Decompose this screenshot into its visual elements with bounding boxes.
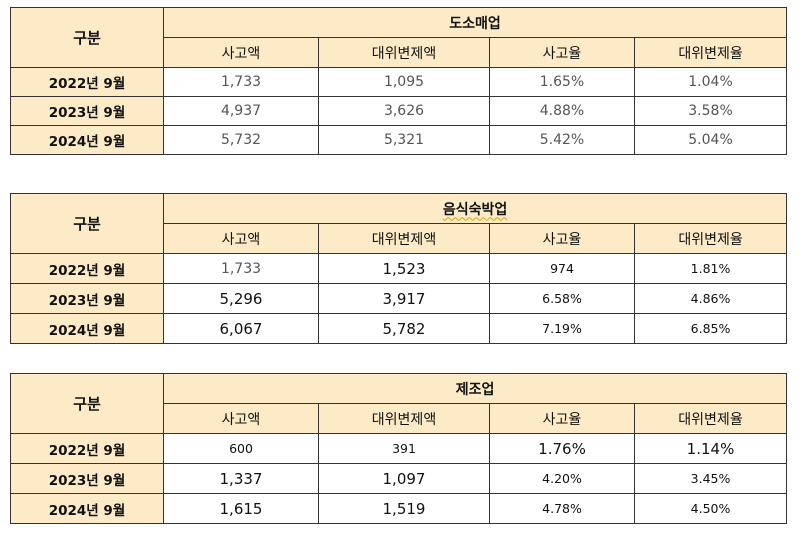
table-row: 2024년 9월 6,067 5,782 7.19% 6.85%	[10, 313, 788, 344]
cell-value: 5,321	[318, 125, 490, 155]
cell-value: 5,296	[163, 283, 319, 314]
col-header-accident-amount: 사고액	[163, 403, 319, 434]
col-header-subrogation-amount: 대위변제액	[318, 403, 490, 434]
row-year: 2024년 9월	[10, 125, 164, 155]
row-year: 2022년 9월	[10, 67, 164, 97]
col-header-subrogation-rate: 대위변제율	[633, 223, 788, 254]
cell-value: 1.76%	[489, 433, 635, 464]
cell-value: 1.04%	[633, 67, 788, 97]
cell-value: 4.50%	[633, 493, 788, 524]
table-row: 2023년 9월 5,296 3,917 6.58% 4.86%	[10, 283, 788, 314]
cell-value: 5.42%	[489, 125, 635, 155]
category-title: 도소매업	[162, 7, 788, 38]
row-year: 2024년 9월	[10, 313, 164, 344]
cell-value: 1.14%	[633, 433, 788, 464]
cell-value: 974	[489, 253, 635, 284]
col-header-accident-rate: 사고율	[489, 403, 635, 434]
row-header: 구분	[10, 193, 164, 254]
cell-value: 1,733	[163, 253, 319, 284]
cell-value: 4.20%	[489, 463, 635, 494]
col-header-accident-rate: 사고율	[489, 223, 635, 254]
cell-value: 3,917	[318, 283, 490, 314]
table-row: 2022년 9월 1,733 1,523 974 1.81%	[10, 253, 788, 284]
table-row: 2022년 9월 600 391 1.76% 1.14%	[10, 433, 788, 464]
table-row: 2024년 9월 1,615 1,519 4.78% 4.50%	[10, 493, 788, 524]
cell-value: 5,732	[163, 125, 319, 155]
cell-value: 1,523	[318, 253, 490, 284]
col-header-subrogation-rate: 대위변제율	[633, 37, 788, 68]
row-year: 2023년 9월	[10, 463, 164, 494]
col-header-subrogation-rate: 대위변제율	[633, 403, 788, 434]
col-header-accident-amount: 사고액	[163, 37, 319, 68]
table-row: 2022년 9월 1,733 1,095 1.65% 1.04%	[10, 67, 788, 97]
col-header-subrogation-amount: 대위변제액	[318, 37, 490, 68]
cell-value: 6,067	[163, 313, 319, 344]
row-year: 2022년 9월	[10, 253, 164, 284]
table-row: 2023년 9월 1,337 1,097 4.20% 3.45%	[10, 463, 788, 494]
category-title: 제조업	[162, 373, 788, 404]
cell-value: 5.04%	[633, 125, 788, 155]
cell-value: 5,782	[318, 313, 490, 344]
cell-value: 3.45%	[633, 463, 788, 494]
table-row: 2024년 9월 5,732 5,321 5.42% 5.04%	[10, 125, 788, 155]
cell-value: 6.85%	[633, 313, 788, 344]
cell-value: 4.86%	[633, 283, 788, 314]
cell-value: 1.65%	[489, 67, 635, 97]
row-year: 2023년 9월	[10, 283, 164, 314]
cell-value: 6.58%	[489, 283, 635, 314]
col-header-accident-rate: 사고율	[489, 37, 635, 68]
table-row: 2023년 9월 4,937 3,626 4.88% 3.58%	[10, 96, 788, 126]
cell-value: 3,626	[318, 96, 490, 126]
row-year: 2022년 9월	[10, 433, 164, 464]
row-header: 구분	[10, 7, 164, 68]
col-header-subrogation-amount: 대위변제액	[318, 223, 490, 254]
cell-value: 7.19%	[489, 313, 635, 344]
row-year: 2023년 9월	[10, 96, 164, 126]
category-title: 음식숙박업	[162, 193, 788, 224]
row-header: 구분	[10, 373, 164, 434]
cell-value: 4,937	[163, 96, 319, 126]
cell-value: 4.88%	[489, 96, 635, 126]
cell-value: 4.78%	[489, 493, 635, 524]
table-wholesale-retail: 구분 도소매업 사고액 대위변제액 사고율 대위변제율 2022년 9월 1,7…	[10, 7, 788, 155]
cell-value: 1.81%	[633, 253, 788, 284]
cell-value: 1,095	[318, 67, 490, 97]
table-manufacturing: 구분 제조업 사고액 대위변제액 사고율 대위변제율 2022년 9월 600 …	[10, 373, 788, 524]
cell-value: 1,337	[163, 463, 319, 494]
row-year: 2024년 9월	[10, 493, 164, 524]
cell-value: 3.58%	[633, 96, 788, 126]
cell-value: 1,519	[318, 493, 490, 524]
table-food-lodging: 구분 음식숙박업 사고액 대위변제액 사고율 대위변제율 2022년 9월 1,…	[10, 193, 788, 344]
cell-value: 1,733	[163, 67, 319, 97]
category-title-text: 음식숙박업	[442, 201, 508, 218]
cell-value: 1,097	[318, 463, 490, 494]
cell-value: 1,615	[163, 493, 319, 524]
cell-value: 600	[163, 433, 319, 464]
col-header-accident-amount: 사고액	[163, 223, 319, 254]
cell-value: 391	[318, 433, 490, 464]
